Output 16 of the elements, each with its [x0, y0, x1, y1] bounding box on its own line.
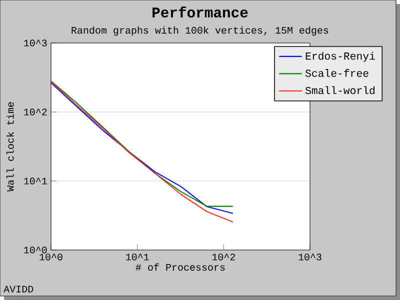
legend-label: Scale-free	[305, 69, 368, 77]
legend-label: Erdos-Renyi	[306, 52, 375, 62]
x-tick-label: 10^0	[40, 254, 62, 260]
y-tick-label: 10^3	[24, 40, 47, 46]
chart-title: Performance	[152, 6, 248, 18]
y-axis-title: Wall clock time	[6, 102, 14, 192]
y-tick-label: 10^1	[24, 178, 47, 184]
x-axis-title: # of Processors	[136, 263, 225, 271]
x-tick-label: 10^1	[126, 254, 149, 260]
legend-label: Small-world	[305, 86, 374, 94]
text: AVIDD	[4, 286, 34, 292]
x-tick-label: 10^2	[212, 254, 235, 260]
chart-subtitle: Random graphs with 100k vertices, 15M edges	[72, 26, 328, 36]
y-tick-label: 10^0	[24, 246, 47, 254]
x-tick-label: 10^3	[298, 254, 322, 260]
y-tick-label: 10^2	[24, 108, 47, 116]
